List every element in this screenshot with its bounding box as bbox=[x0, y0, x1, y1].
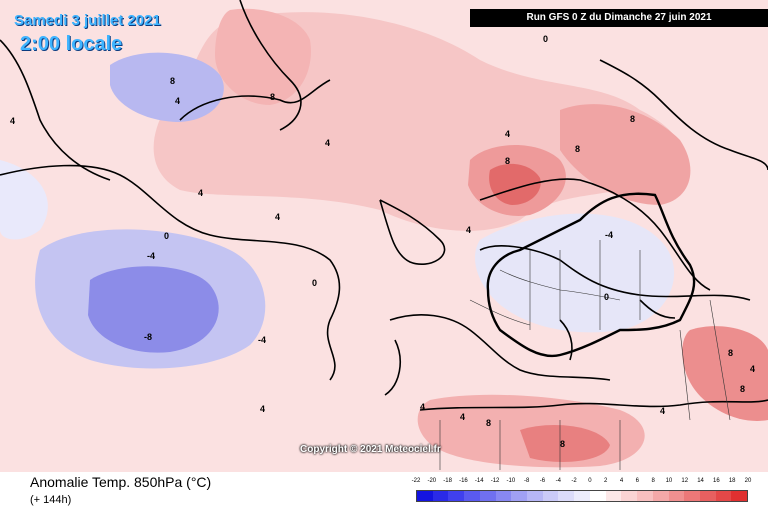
cold-anomaly-greenland bbox=[110, 52, 224, 122]
legend-label: 14 bbox=[697, 478, 704, 484]
contour-label: 0 bbox=[164, 231, 169, 241]
contour-labels: 0 8 4 4 8 4 4 8 4 -4 -8 -4 0 4 4 8 8 4 4… bbox=[10, 34, 755, 449]
contour-label: -4 bbox=[147, 251, 155, 261]
legend-label: 2 bbox=[604, 478, 608, 484]
highlight-contour bbox=[486, 192, 696, 358]
contour-label: 8 bbox=[740, 384, 745, 394]
cold-anomaly-central-atlantic-core bbox=[88, 266, 219, 353]
legend-label: -14 bbox=[474, 478, 484, 484]
legend-swatch bbox=[621, 491, 638, 501]
legend-color-bar bbox=[416, 490, 748, 502]
legend-label: 4 bbox=[619, 478, 624, 484]
legend-swatch bbox=[432, 491, 449, 501]
legend-label: 20 bbox=[744, 478, 752, 484]
legend-label: -2 bbox=[571, 478, 577, 484]
legend-swatch bbox=[479, 491, 496, 501]
legend-label: 6 bbox=[635, 478, 639, 484]
legend-label: 0 bbox=[588, 478, 592, 484]
cold-anomaly-west-border bbox=[0, 160, 48, 240]
legend-label: 18 bbox=[728, 478, 736, 484]
contour-label: 0 bbox=[312, 278, 317, 288]
contour-label: 8 bbox=[170, 76, 175, 86]
legend-swatch bbox=[558, 491, 575, 501]
legend-swatch bbox=[464, 491, 480, 501]
legend-swatch bbox=[448, 491, 465, 501]
valid-date: Samedi 3 juillet 2021 bbox=[14, 12, 161, 29]
legend-swatch bbox=[699, 491, 716, 501]
legend-label: -12 bbox=[490, 478, 500, 484]
legend-swatch bbox=[542, 491, 559, 501]
legend-label: -8 bbox=[523, 478, 530, 484]
legend-label: -6 bbox=[539, 478, 546, 484]
contour-label: 4 bbox=[260, 404, 265, 414]
map-layer: 0 8 4 4 8 4 4 8 4 -4 -8 -4 0 4 4 8 8 4 4… bbox=[0, 0, 768, 470]
legend-swatch bbox=[574, 491, 590, 501]
contour-label: 4 bbox=[460, 412, 465, 422]
contour-label: -4 bbox=[605, 230, 613, 240]
run-info-banner: Run GFS 0 Z du Dimanche 27 juin 2021 bbox=[470, 9, 768, 27]
legend-label: -18 bbox=[443, 478, 452, 484]
legend-labels: -22 -20 -18 -16 -14 -12 -10 -8 -6 -4 -2 0 2 4 6 8 10 12 14… bbox=[412, 478, 752, 488]
legend-label: 16 bbox=[713, 478, 720, 484]
legend-swatch bbox=[495, 491, 512, 501]
contour-label: 8 bbox=[486, 418, 491, 428]
legend-label: -20 bbox=[427, 478, 437, 484]
contour-label: 4 bbox=[505, 129, 510, 139]
legend-swatch bbox=[417, 491, 433, 501]
warm-anomaly-greenland-coast bbox=[215, 8, 311, 105]
contour-label: 4 bbox=[660, 406, 665, 416]
contour-label: 8 bbox=[575, 144, 580, 154]
copyright-notice: Copyright © 2021 Meteociel.fr bbox=[300, 444, 441, 455]
contour-label: 4 bbox=[275, 212, 280, 222]
legend-label: 8 bbox=[651, 478, 655, 484]
contour-label: 4 bbox=[10, 116, 15, 126]
legend-swatch bbox=[511, 491, 528, 501]
legend-label: -10 bbox=[506, 478, 516, 484]
color-legend: -22 -20 -18 -16 -14 -12 -10 -8 -6 -4 -2 0 2 4 6 8 10 12 14… bbox=[412, 478, 752, 502]
legend-swatch bbox=[668, 491, 685, 501]
contour-label: 8 bbox=[505, 156, 510, 166]
legend-label: -22 bbox=[411, 478, 421, 484]
product-title: Anomalie Temp. 850hPa (°C) bbox=[30, 474, 212, 490]
contour-label: 0 bbox=[604, 292, 609, 302]
contour-label: 8 bbox=[270, 92, 275, 102]
contour-label: 0 bbox=[543, 34, 548, 44]
forecast-offset: (+ 144h) bbox=[30, 494, 72, 506]
valid-time: 2:00 locale bbox=[20, 33, 123, 55]
contour-label: 8 bbox=[630, 114, 635, 124]
warm-anomaly-north-africa bbox=[520, 425, 610, 462]
contour-label: 8 bbox=[560, 439, 565, 449]
contour-label: 4 bbox=[466, 225, 471, 235]
contour-label: 4 bbox=[750, 364, 755, 374]
legend-swatch bbox=[652, 491, 669, 501]
contour-label: 4 bbox=[175, 96, 180, 106]
anomaly-map: 0 8 4 4 8 4 4 8 4 -4 -8 -4 0 4 4 8 8 4 4… bbox=[0, 0, 768, 472]
cold-anomaly-central-europe bbox=[475, 213, 675, 333]
legend-swatch bbox=[637, 491, 653, 501]
contour-label: -8 bbox=[144, 332, 152, 342]
legend-swatch bbox=[605, 491, 622, 501]
legend-label: 12 bbox=[681, 478, 689, 484]
legend-swatch bbox=[715, 491, 732, 501]
legend-label: -4 bbox=[555, 478, 561, 484]
contour-label: 8 bbox=[728, 348, 733, 358]
warm-anomaly-scandinavia-core bbox=[489, 163, 541, 205]
footer-panel: Anomalie Temp. 850hPa (°C) (+ 144h) -22-… bbox=[0, 472, 768, 512]
warm-anomaly-middle-east bbox=[682, 326, 768, 421]
legend-label: -16 bbox=[459, 478, 468, 484]
contour-label: 4 bbox=[420, 402, 425, 412]
contour-label: -4 bbox=[258, 335, 266, 345]
country-borders bbox=[439, 240, 731, 470]
legend-swatch bbox=[589, 491, 606, 501]
contour-label: 4 bbox=[198, 188, 203, 198]
legend-label: 10 bbox=[665, 478, 673, 484]
warm-anomaly-east bbox=[560, 104, 691, 205]
legend-swatch bbox=[684, 491, 700, 501]
legend-swatch bbox=[731, 491, 748, 501]
legend-swatch bbox=[527, 491, 543, 501]
contour-label: 4 bbox=[325, 138, 330, 148]
